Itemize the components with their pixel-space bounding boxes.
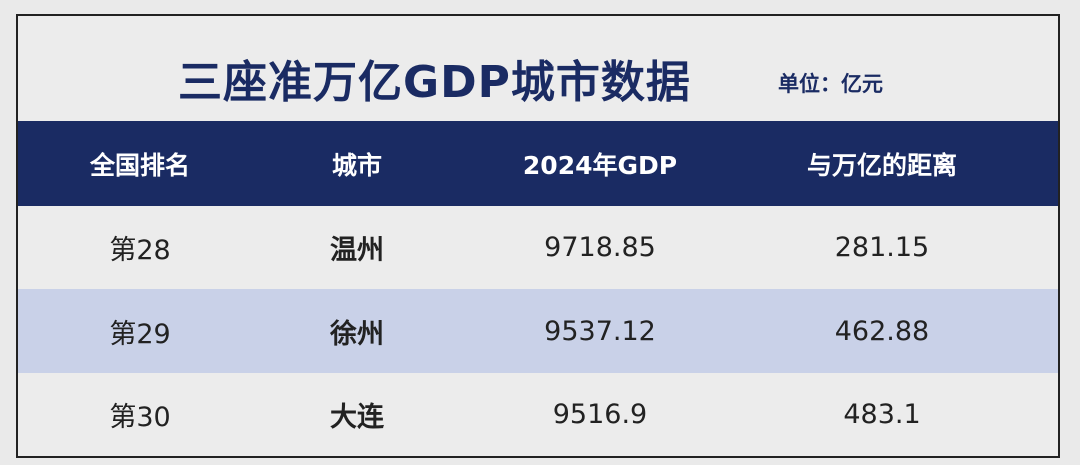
table-row: 第30 大连 9516.9 483.1: [18, 373, 1058, 456]
city-cell: 温州: [330, 235, 384, 266]
column-header-gap: 与万亿的距离: [806, 150, 958, 180]
page-title: 三座准万亿GDP城市数据: [178, 57, 691, 108]
rank-cell: 第30: [109, 402, 171, 433]
gap-cell: 462.88: [834, 315, 930, 347]
table-row: 第29 徐州 9537.12 462.88: [18, 289, 1058, 373]
gdp-table-card: 三座准万亿GDP城市数据 单位：亿元 全国排名 城市 2024年GDP 与万亿的…: [16, 14, 1060, 458]
gdp-cell: 9718.85: [544, 232, 656, 263]
column-header-rank: 全国排名: [89, 150, 191, 180]
rank-cell: 第29: [109, 318, 171, 350]
table-row: 第28 温州 9718.85 281.15: [18, 206, 1058, 289]
gap-cell: 281.15: [834, 232, 930, 263]
city-cell: 徐州: [330, 318, 384, 350]
column-header-city: 城市: [331, 150, 383, 180]
gdp-cell: 9516.9: [552, 399, 648, 430]
city-cell: 大连: [330, 402, 384, 433]
rank-cell: 第28: [109, 235, 171, 266]
title-area: 三座准万亿GDP城市数据 单位：亿元: [18, 16, 1058, 121]
gap-cell: 483.1: [843, 399, 921, 430]
table-header: 全国排名 城市 2024年GDP 与万亿的距离: [18, 121, 1058, 206]
gdp-cell: 9537.12: [544, 315, 656, 347]
unit-label: 单位：亿元: [778, 72, 883, 96]
column-header-gdp: 2024年GDP: [522, 150, 678, 180]
